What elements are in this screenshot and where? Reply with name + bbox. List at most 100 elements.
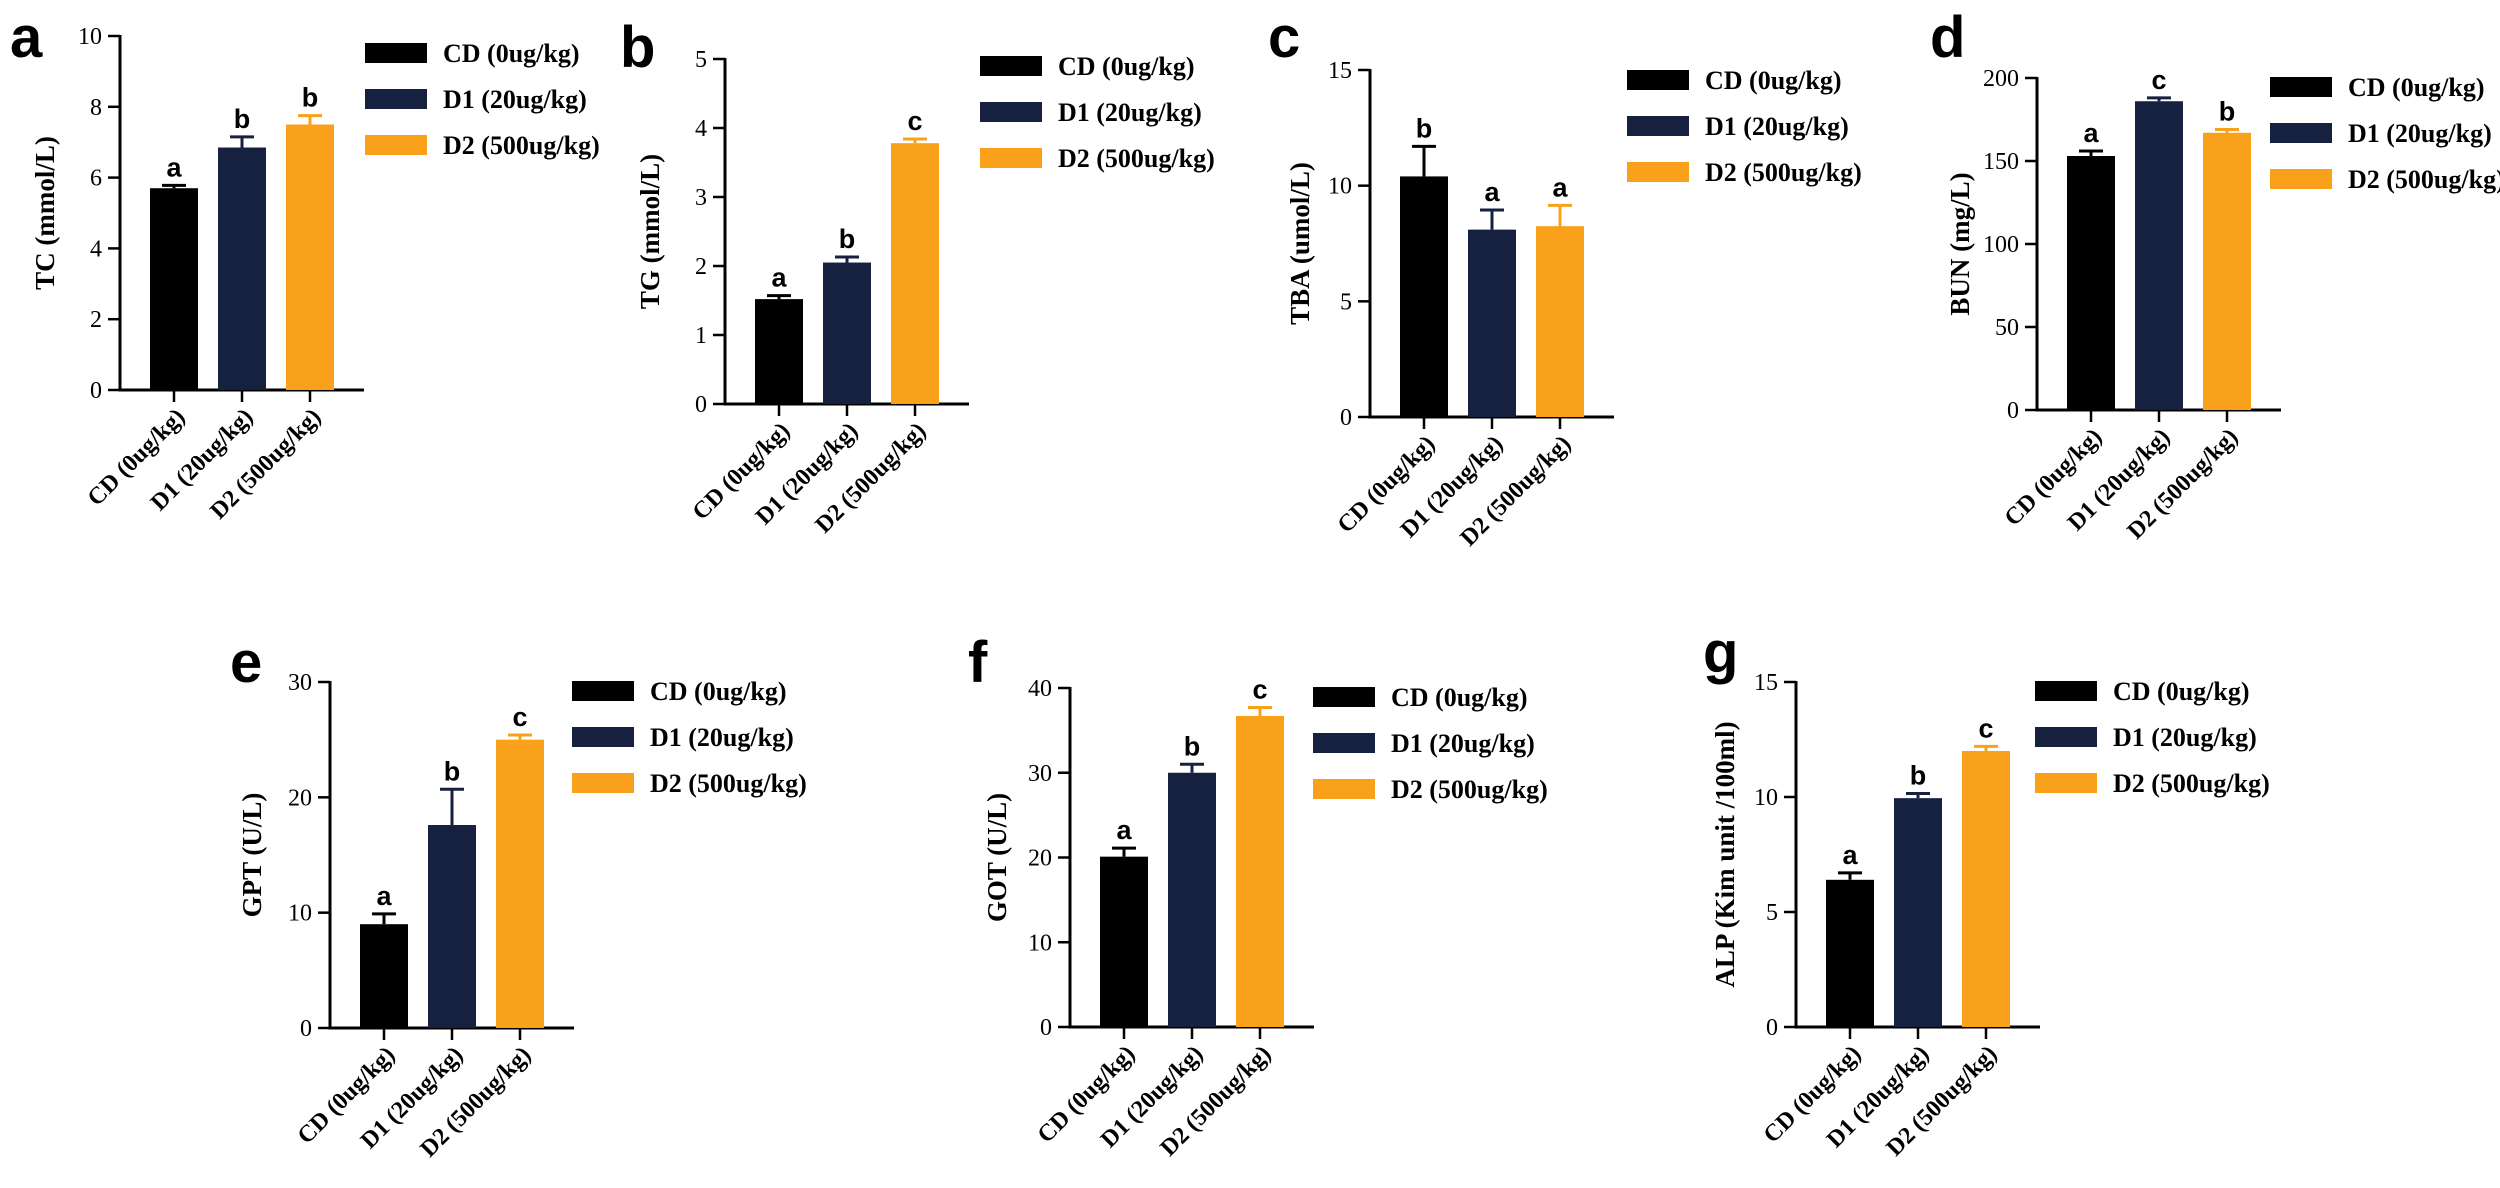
legend-label: CD (0ug/kg) — [1058, 52, 1195, 81]
bar-1 — [360, 924, 408, 1028]
significance-letter: a — [771, 263, 787, 293]
bar-2 — [823, 262, 871, 404]
y-tick-label: 15 — [1754, 670, 1778, 696]
bar-2 — [2135, 101, 2183, 411]
legend-swatch — [2270, 77, 2332, 97]
significance-letter: b — [1184, 731, 1201, 761]
panel-g: g 0 5 10 15 ALP (Kim unit /100ml) a CD (0ug/kg)… — [1703, 620, 2270, 1162]
significance-letter: b — [1416, 113, 1433, 143]
significance-letter: b — [839, 224, 856, 254]
significance-letter: b — [1910, 761, 1927, 791]
legend-swatch — [572, 727, 634, 747]
y-tick-label: 0 — [2007, 398, 2019, 424]
bar-2 — [1168, 772, 1216, 1027]
significance-letter: c — [1978, 713, 1993, 743]
y-tick-label: 0 — [1040, 1015, 1052, 1041]
legend-swatch — [2035, 727, 2097, 747]
legend-label: D2 (500ug/kg) — [443, 131, 600, 160]
y-tick-label: 5 — [1766, 900, 1778, 926]
y-tick-label: 40 — [1028, 676, 1052, 702]
y-tick-label: 10 — [1754, 785, 1778, 811]
y-axis-label: BUN (mg/L) — [1945, 172, 1975, 315]
bar-3 — [496, 739, 544, 1028]
y-tick-label: 0 — [1766, 1015, 1778, 1041]
y-tick-label: 30 — [288, 670, 312, 696]
bar-2 — [1894, 798, 1942, 1027]
legend-label: D1 (20ug/kg) — [1705, 112, 1849, 141]
bar-2 — [428, 825, 476, 1028]
legend-label: D2 (500ug/kg) — [1391, 775, 1548, 804]
y-axis-label: ALP (Kim unit /100ml) — [1710, 721, 1740, 987]
legend-swatch — [365, 135, 427, 155]
significance-letter: a — [1116, 815, 1132, 845]
significance-letter: c — [907, 106, 922, 136]
y-tick-label: 2 — [90, 307, 102, 333]
panel-letter: e — [230, 630, 262, 695]
significance-letter: a — [1484, 177, 1500, 207]
significance-letter: c — [512, 702, 527, 732]
legend-label: CD (0ug/kg) — [2113, 677, 2250, 706]
y-tick-label: 10 — [1328, 174, 1352, 200]
legend-label: D2 (500ug/kg) — [1705, 158, 1862, 187]
legend-swatch — [1627, 162, 1689, 182]
y-tick-label: 10 — [288, 901, 312, 927]
legend-swatch — [2035, 681, 2097, 701]
legend-label: CD (0ug/kg) — [1705, 66, 1842, 95]
legend-swatch — [1313, 733, 1375, 753]
legend-label: D1 (20ug/kg) — [443, 85, 587, 114]
y-tick-label: 0 — [695, 392, 707, 418]
y-tick-label: 4 — [695, 116, 707, 142]
significance-letter: b — [302, 83, 319, 113]
bar-1 — [755, 299, 803, 404]
panel-letter: b — [620, 15, 655, 80]
y-tick-label: 15 — [1328, 58, 1352, 84]
legend-label: D1 (20ug/kg) — [1391, 729, 1535, 758]
bar-1 — [2067, 156, 2115, 410]
panel-letter: a — [10, 5, 43, 70]
y-tick-label: 0 — [1340, 405, 1352, 431]
legend-swatch — [2270, 123, 2332, 143]
panel-b: b 0 1 2 3 4 5 TG (mmol/L) a CD (0ug/kg) b D1 (20ug/… — [620, 15, 1215, 539]
bar-3 — [286, 124, 334, 390]
bar-3 — [891, 143, 939, 404]
y-tick-label: 50 — [1995, 315, 2019, 341]
y-tick-label: 8 — [90, 95, 102, 121]
y-axis-label: GOT (U/L) — [982, 793, 1012, 922]
legend-swatch — [2270, 169, 2332, 189]
y-tick-label: 0 — [300, 1016, 312, 1042]
legend-swatch — [980, 148, 1042, 168]
y-tick-label: 2 — [695, 254, 707, 280]
legend-label: CD (0ug/kg) — [650, 677, 787, 706]
significance-letter: b — [234, 104, 251, 134]
panel-letter: f — [968, 630, 988, 695]
bar-1 — [1100, 856, 1148, 1027]
bar-3 — [2203, 132, 2251, 410]
significance-letter: a — [166, 152, 182, 182]
y-tick-label: 100 — [1983, 232, 2019, 258]
significance-letter: c — [2151, 65, 2166, 95]
y-tick-label: 5 — [695, 47, 707, 73]
bar-2 — [218, 147, 266, 390]
legend-swatch — [980, 56, 1042, 76]
legend-label: CD (0ug/kg) — [443, 39, 580, 68]
significance-letter: a — [2083, 118, 2099, 148]
bar-3 — [1236, 715, 1284, 1027]
y-tick-label: 6 — [90, 166, 102, 192]
legend-swatch — [1627, 116, 1689, 136]
legend-label: D2 (500ug/kg) — [2348, 165, 2500, 194]
bar-3 — [1536, 226, 1584, 417]
legend-label: D2 (500ug/kg) — [1058, 144, 1215, 173]
y-tick-label: 10 — [1028, 930, 1052, 956]
panel-d: d 0 50 100 150 200 BUN (mg/L) a CD (0ug/kg) c D1 (… — [1930, 5, 2500, 545]
y-tick-label: 4 — [90, 236, 102, 262]
panel-letter: g — [1703, 620, 1738, 685]
y-tick-label: 5 — [1340, 289, 1352, 315]
legend-label: CD (0ug/kg) — [2348, 73, 2485, 102]
legend-swatch — [1313, 779, 1375, 799]
legend-label: D2 (500ug/kg) — [650, 769, 807, 798]
legend-swatch — [365, 43, 427, 63]
significance-letter: a — [1552, 172, 1568, 202]
legend-label: D1 (20ug/kg) — [2113, 723, 2257, 752]
panel-a: a 0 2 4 6 8 10 TC (mmol/L) a CD (0ug/kg) b D1 (20ug… — [10, 5, 600, 525]
